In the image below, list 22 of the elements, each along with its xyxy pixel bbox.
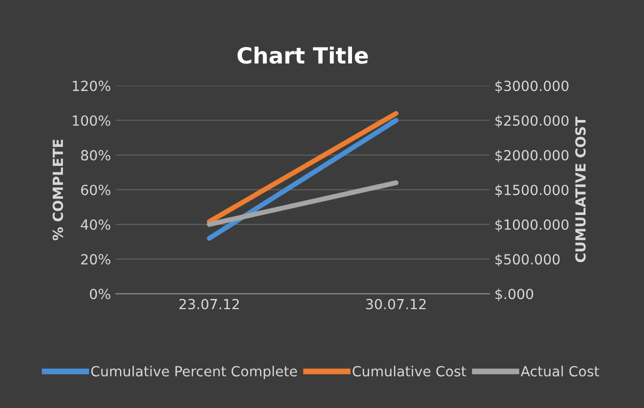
legend-label: Cumulative Percent Complete (91, 366, 297, 380)
y2-tick-label: $3000.000 (495, 80, 568, 93)
y2-axis-title: CUMULATIVE COST (575, 116, 586, 262)
y-tick-label: 100% (72, 115, 110, 126)
legend-label: Cumulative Cost (352, 366, 466, 376)
y-tick-label: 0% (90, 288, 110, 300)
x-tick-label: 23.07.12 (179, 298, 239, 310)
y-tick-label: 40% (80, 219, 110, 230)
y-tick-label: 120% (72, 80, 110, 92)
y2-tick-label: $2500.000 (495, 115, 568, 128)
chart-title: Chart Title (238, 46, 368, 64)
y2-tick-label: $.000 (495, 288, 534, 302)
x-tick-label: 30.07.12 (366, 298, 426, 310)
y-tick-label: 20% (81, 254, 110, 265)
y2-tick-label: $1500.000 (495, 184, 568, 198)
y2-tick-label: $2000.000 (495, 150, 568, 162)
y-axis-title: % COMPLETE (52, 140, 64, 240)
y-tick-label: 60% (81, 184, 110, 196)
y2-tick-label: $500.000 (495, 254, 560, 266)
legend-label: Actual Cost (520, 366, 600, 376)
y-tick-label: 80% (81, 150, 110, 161)
y2-tick-label: $1000.000 (495, 219, 568, 232)
